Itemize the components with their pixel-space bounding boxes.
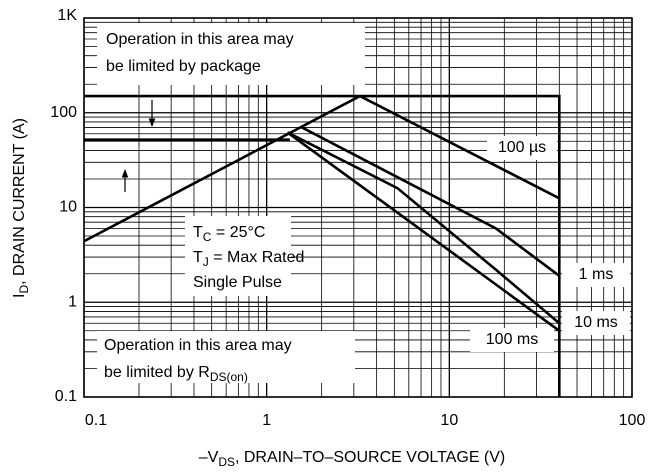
text-part: Operation in this area may [106,31,294,48]
curve-label: 100 ms [486,331,538,348]
text-part: –V [199,449,219,466]
annotation-line: be limited by RDS(on) [104,364,248,384]
x-tick-label: 100 [619,412,646,429]
text-part: , DRAIN CURRENT (A) [11,118,28,285]
text-part: J [203,255,209,269]
text-part: Single Pulse [193,274,282,291]
curve-label: 1 ms [579,266,614,283]
text-part: be limited by R [104,364,210,381]
text-part: DS(on) [210,370,248,384]
label-box [470,328,554,352]
annotation-line: TJ = Max Rated [193,249,304,269]
text-part: T [193,224,203,241]
annotation-line: be limited by package [106,58,261,75]
text-part: be limited by package [106,58,261,75]
text-part: C [203,230,212,244]
curve [286,131,561,332]
curve [83,94,361,243]
curve [84,94,561,397]
text-part: DS [218,455,235,469]
x-tick-label: 1 [262,412,271,429]
curve [359,94,560,200]
x-tick-label: 0.1 [85,412,107,429]
texts: 0.1 1 10 100 0.1 1 10 100 1K 100 µs 1 ms 10 ms 100 m… [11,7,645,469]
annotation-box [97,331,355,383]
y-tick-label: 0.1 [55,388,77,405]
curve [286,131,561,325]
curve [301,126,561,277]
annotation-line: TC = 25°C [193,224,265,244]
curve-label: 100 µs [498,139,546,156]
x-axis-title: –VDS, DRAIN–TO–SOURCE VOLTAGE (V) [199,449,506,469]
label-box [562,311,630,335]
text-part: , DRAIN–TO–SOURCE VOLTAGE (V) [235,449,505,466]
curve-label: 10 ms [574,314,618,331]
annotation-box [97,23,365,85]
annotation-line: Operation in this area may [104,337,292,354]
y-tick-label: 10 [59,199,77,216]
annotation-line: Single Pulse [193,274,282,291]
text-part: T [193,249,203,266]
label-box [487,136,557,160]
text-part: = Max Rated [209,249,305,266]
text-part: D [17,285,31,294]
x-tick-label: 10 [440,412,458,429]
label-box [562,263,630,287]
text-part: Operation in this area may [104,337,292,354]
y-axis-title: ID, DRAIN CURRENT (A) [11,118,31,298]
annotation-boxes [97,23,365,383]
text-part: = 25°C [211,224,265,241]
annotation-line: Operation in this area may [106,31,294,48]
annotation-box [185,216,291,296]
text-part: I [11,294,28,298]
y-tick-label: 1K [57,7,77,24]
y-tick-label: 1 [68,293,77,310]
y-tick-label: 100 [50,104,77,121]
curves [83,94,630,397]
